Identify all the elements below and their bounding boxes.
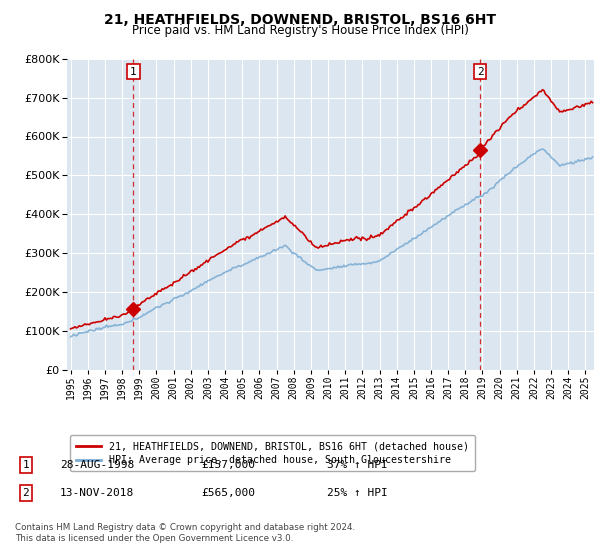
Legend: 21, HEATHFIELDS, DOWNEND, BRISTOL, BS16 6HT (detached house), HPI: Average price: 21, HEATHFIELDS, DOWNEND, BRISTOL, BS16 … (70, 435, 475, 471)
Text: Contains HM Land Registry data © Crown copyright and database right 2024.: Contains HM Land Registry data © Crown c… (15, 523, 355, 532)
Text: £565,000: £565,000 (201, 488, 255, 498)
Text: 2: 2 (477, 67, 484, 77)
Text: This data is licensed under the Open Government Licence v3.0.: This data is licensed under the Open Gov… (15, 534, 293, 543)
Text: 28-AUG-1998: 28-AUG-1998 (60, 460, 134, 470)
Text: 25% ↑ HPI: 25% ↑ HPI (327, 488, 388, 498)
Text: 1: 1 (22, 460, 29, 470)
Text: £157,000: £157,000 (201, 460, 255, 470)
Text: Price paid vs. HM Land Registry's House Price Index (HPI): Price paid vs. HM Land Registry's House … (131, 24, 469, 38)
Text: 1: 1 (130, 67, 137, 77)
Text: 13-NOV-2018: 13-NOV-2018 (60, 488, 134, 498)
Text: 37% ↑ HPI: 37% ↑ HPI (327, 460, 388, 470)
Text: 2: 2 (22, 488, 29, 498)
Text: 21, HEATHFIELDS, DOWNEND, BRISTOL, BS16 6HT: 21, HEATHFIELDS, DOWNEND, BRISTOL, BS16 … (104, 13, 496, 27)
